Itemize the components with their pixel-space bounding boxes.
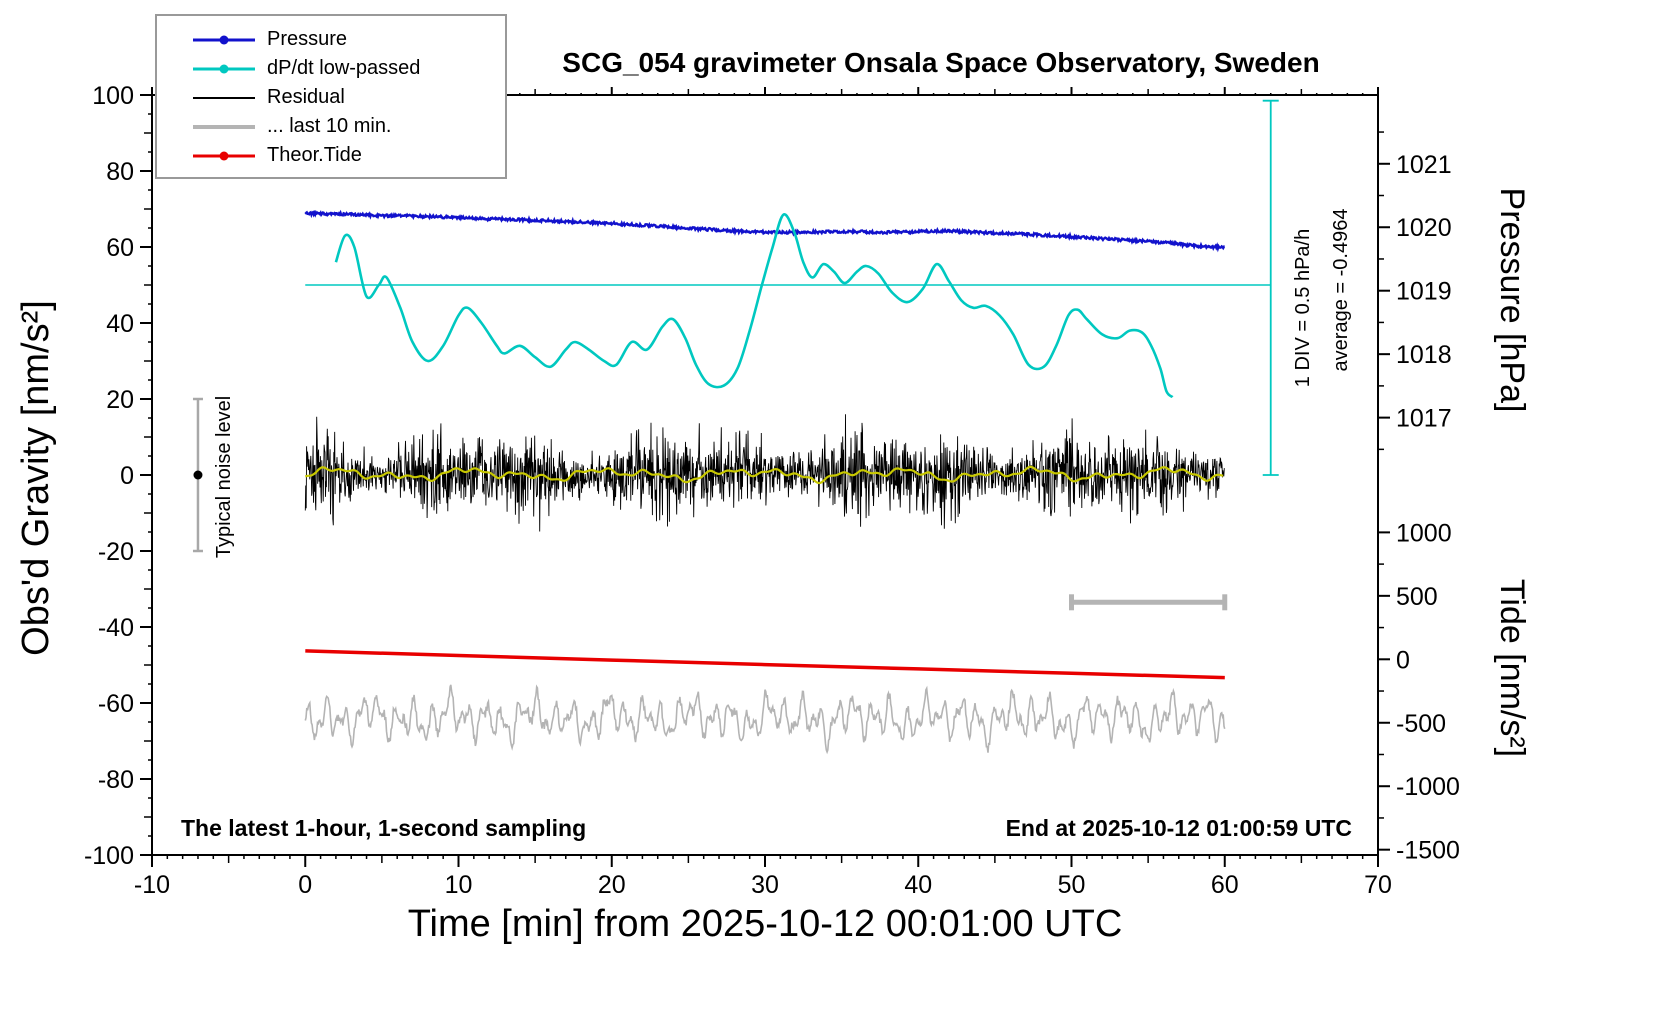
svg-text:-60: -60 — [98, 690, 134, 718]
svg-text:-10: -10 — [134, 871, 170, 899]
svg-text:100: 100 — [92, 82, 134, 110]
svg-text:20: 20 — [106, 386, 134, 414]
legend-item: Theor.Tide — [193, 141, 505, 170]
svg-text:-1500: -1500 — [1396, 837, 1460, 865]
legend-item: dP/dt low-passed — [193, 54, 505, 83]
series-pressure — [304, 209, 1226, 253]
legend-item: Pressure — [193, 25, 505, 54]
svg-text:80: 80 — [106, 158, 134, 186]
sampling-note: The latest 1-hour, 1-second sampling — [181, 815, 587, 841]
y-axis-label-tide: Tide [nm/s²] — [1493, 578, 1531, 758]
svg-text:0: 0 — [298, 871, 312, 899]
svg-text:-20: -20 — [98, 538, 134, 566]
page-title: SCG_054 gravimeter Onsala Space Observat… — [562, 47, 1320, 78]
legend-marker-dot — [219, 35, 229, 44]
legend-line-sample — [193, 34, 255, 45]
legend-label: dP/dt low-passed — [267, 57, 421, 79]
legend-marker-dot — [219, 151, 229, 160]
svg-text:-500: -500 — [1396, 710, 1446, 738]
svg-text:-80: -80 — [98, 766, 134, 794]
svg-text:1019: 1019 — [1396, 278, 1452, 306]
svg-text:1018: 1018 — [1396, 341, 1452, 369]
svg-text:40: 40 — [904, 871, 932, 899]
svg-text:0: 0 — [1396, 646, 1410, 674]
svg-text:1017: 1017 — [1396, 405, 1452, 433]
series-theor-tide — [305, 649, 1225, 680]
y-axis-label-pressure: Pressure [hPa] — [1493, 187, 1531, 413]
series-dpdt-lowpassed — [305, 99, 1279, 476]
axes: -10 0 10 20 30 40 50 60 70-100-80-60-40-20020406… — [84, 82, 1460, 899]
legend-label: ... last 10 min. — [267, 115, 392, 137]
svg-text:0: 0 — [120, 462, 134, 490]
series-residual — [304, 414, 1225, 532]
average-annotation: average = -0.4964 — [1330, 208, 1352, 372]
legend-item: ... last 10 min. — [193, 112, 505, 141]
typical-noise-bar — [192, 397, 203, 553]
svg-text:10: 10 — [445, 871, 473, 899]
svg-text:50: 50 — [1058, 871, 1086, 899]
legend-line-sample — [193, 92, 255, 103]
svg-text:30: 30 — [751, 871, 779, 899]
svg-text:-100: -100 — [84, 842, 134, 870]
legend-line-sample — [193, 121, 255, 132]
svg-text:-1000: -1000 — [1396, 773, 1460, 801]
y-axis-label-gravity: Obs'd Gravity [nm/s²] — [15, 300, 57, 656]
x-axis-label: Time [min] from 2025-10-12 00:01:00 UTC — [407, 903, 1123, 945]
legend-label: Residual — [267, 86, 345, 108]
end-time-note: End at 2025-10-12 01:00:59 UTC — [1005, 815, 1352, 841]
ten-min-scale-bar — [1069, 594, 1228, 611]
svg-text:1020: 1020 — [1396, 214, 1452, 242]
svg-text:40: 40 — [106, 310, 134, 338]
legend-item: Residual — [193, 83, 505, 112]
svg-text:70: 70 — [1364, 871, 1392, 899]
svg-text:20: 20 — [598, 871, 626, 899]
legend: Pressure dP/dt low-passed Residual ... last… — [155, 14, 507, 179]
series-residual-smoothed — [305, 465, 1224, 485]
svg-text:500: 500 — [1396, 583, 1438, 611]
series-last-10-min — [304, 684, 1226, 755]
svg-text:1000: 1000 — [1396, 519, 1452, 547]
legend-label: Pressure — [267, 28, 348, 50]
svg-text:60: 60 — [1211, 871, 1239, 899]
legend-line-sample — [193, 150, 255, 161]
svg-text:60: 60 — [106, 234, 134, 262]
legend-marker-dot — [219, 64, 229, 73]
svg-text:1021: 1021 — [1396, 151, 1452, 179]
noise-level-annotation: Typical noise level — [213, 395, 235, 559]
div-scale-annotation: 1 DIV = 0.5 hPa/h — [1292, 228, 1314, 388]
legend-label: Theor.Tide — [267, 144, 362, 166]
legend-line-sample — [193, 63, 255, 74]
svg-text:-40: -40 — [98, 614, 134, 642]
